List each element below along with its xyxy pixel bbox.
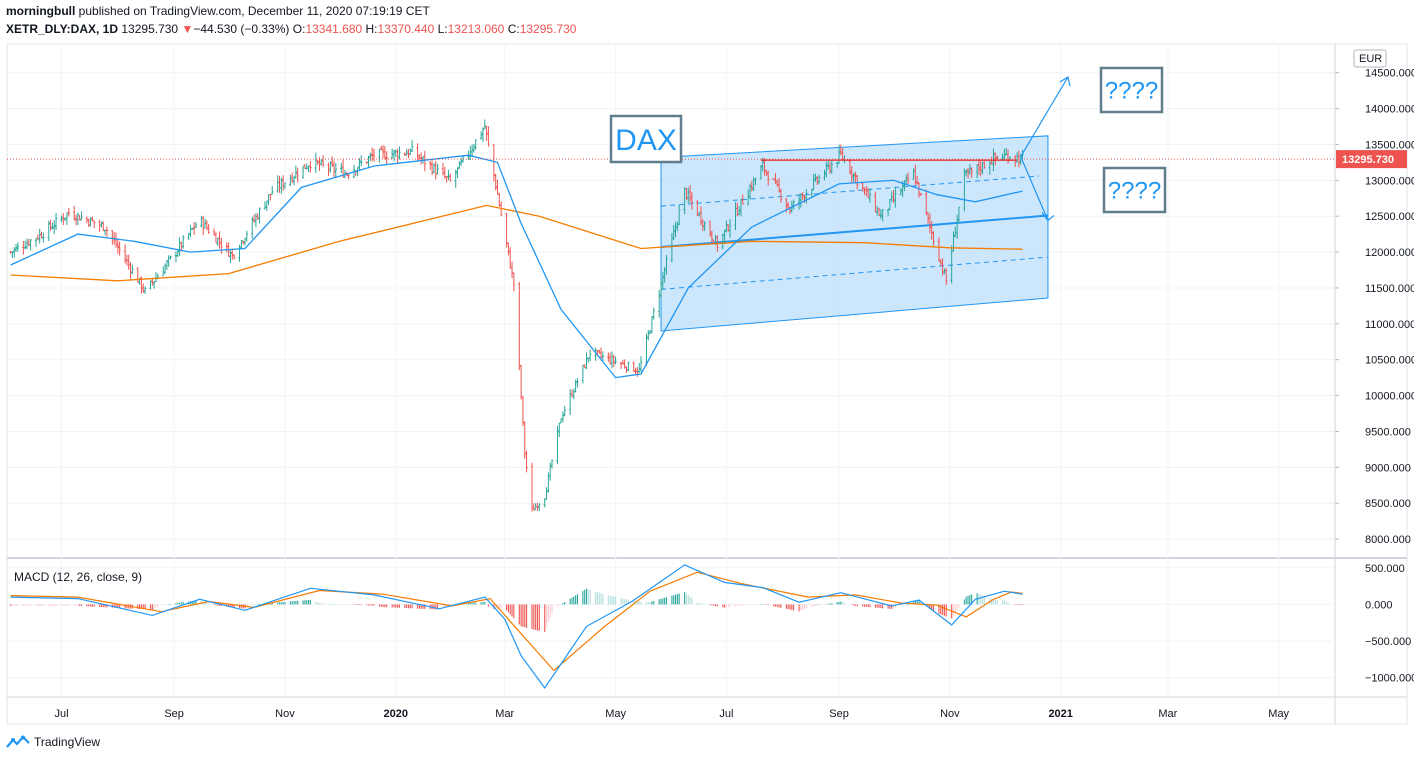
macd-tick-label: 0.000	[1365, 599, 1393, 611]
tradingview-logo-icon	[6, 735, 30, 748]
macd-line	[10, 564, 1023, 689]
bull-question-callout-box	[1099, 66, 1164, 114]
ohlc-legend: XETR_DLY:DAX, 1D 13295.730 ▼−44.530 (−0.…	[6, 22, 576, 36]
down-arrow-icon	[1020, 156, 1055, 222]
time-tick-label: Sep	[164, 708, 184, 720]
bear-question-callout-box	[1102, 166, 1167, 214]
analysis-drawings[interactable]: DAX????????	[7, 66, 1335, 222]
price-tick-label: 11500.000	[1365, 283, 1414, 295]
price-axis: 14500.000 14000.000 13500.000 13000.000 1250…	[1335, 49, 1414, 685]
author-name: morningbull	[6, 4, 76, 18]
price-tick-label: 14000.000	[1365, 104, 1414, 116]
price-change: −44.530 (−0.33%)	[193, 22, 290, 36]
channel-upper-dash	[660, 175, 1039, 207]
time-tick-label: May	[605, 708, 626, 720]
macd-tick-label: −1000.000	[1365, 673, 1414, 685]
open-value: 13341.680	[305, 22, 363, 36]
currency-box	[1353, 49, 1387, 68]
price-tick-label: 9000.000	[1365, 462, 1411, 474]
channel-median	[660, 214, 1049, 249]
macd-tick-label: −500.000	[1365, 636, 1411, 648]
price-tick-label: 14500.000	[1365, 68, 1414, 80]
time-tick-label: Nov	[275, 708, 295, 720]
low-value: 13213.060	[447, 22, 505, 36]
macd-pane: MACD (12, 26, close, 9)	[10, 564, 1024, 689]
high-label: H:	[365, 22, 378, 36]
tradingview-logo[interactable]: TradingView	[6, 735, 100, 749]
price-tick-label: 10000.000	[1365, 391, 1414, 403]
time-tick-label: 2021	[1048, 708, 1072, 720]
time-tick-label: Sep	[829, 708, 849, 720]
tradingview-brand-text: TradingView	[34, 735, 101, 749]
price-tick-label: 8000.000	[1365, 534, 1411, 546]
bear-question-callout-text: ????	[1108, 178, 1161, 205]
price-tick-label: 8500.000	[1365, 498, 1411, 510]
price-tick-label: 9500.000	[1365, 426, 1411, 438]
channel-lower-dash	[660, 256, 1049, 290]
ma-slow-line	[10, 204, 1023, 282]
price-tick-label: 11000.000	[1365, 319, 1414, 331]
chart-border	[6, 43, 1408, 725]
publish-info: morningbull published on TradingView.com…	[6, 4, 430, 18]
down-arrow-icon: ▼	[181, 22, 194, 36]
time-tick-label: May	[1268, 708, 1289, 720]
price-tick-label: 12000.000	[1365, 247, 1414, 259]
bull-question-callout-text: ????	[1105, 78, 1158, 105]
time-tick-label: Mar	[1158, 708, 1177, 720]
time-tick-label: Jul	[719, 708, 733, 720]
high-value: 13370.440	[377, 22, 435, 36]
low-label: L:	[437, 22, 448, 36]
dax-callout-box	[609, 114, 683, 164]
published-text: published on TradingView.com, December 1…	[78, 4, 430, 18]
currency-label: EUR	[1359, 53, 1382, 65]
moving-averages	[10, 154, 1023, 379]
price-candles	[9, 119, 1024, 512]
time-tick-label: Nov	[940, 708, 960, 720]
time-axis: Jul Sep Nov 2020 Mar May Jul Sep Nov 2021 Mar May	[54, 708, 1289, 720]
chart-frame	[6, 43, 1408, 725]
macd-tick-label: 500.000	[1365, 563, 1405, 575]
close-value: 13295.730	[519, 22, 577, 36]
open-label: O:	[292, 22, 306, 36]
price-tick-label: 13500.000	[1365, 139, 1414, 151]
symbol-label: XETR_DLY:DAX, 1D	[6, 22, 119, 36]
ma-fast-line	[10, 154, 1023, 379]
price-tick-label: 12500.000	[1365, 211, 1414, 223]
macd-title: MACD (12, 26, close, 9)	[14, 570, 142, 584]
time-tick-label: Jul	[54, 708, 68, 720]
dax-callout-text: DAX	[615, 124, 677, 157]
price-tick-label: 10500.000	[1365, 355, 1414, 367]
price-tick-label: 13000.000	[1365, 175, 1414, 187]
close-label: C:	[507, 22, 520, 36]
last-price: 13295.730	[121, 22, 179, 36]
last-price-tag	[1336, 150, 1407, 169]
macd-signal-line	[10, 571, 1023, 672]
last-price-tag-label: 13295.730	[1342, 154, 1394, 166]
time-tick-label: Mar	[495, 708, 514, 720]
up-arrow-icon	[1020, 76, 1071, 157]
time-tick-label: 2020	[384, 708, 408, 720]
